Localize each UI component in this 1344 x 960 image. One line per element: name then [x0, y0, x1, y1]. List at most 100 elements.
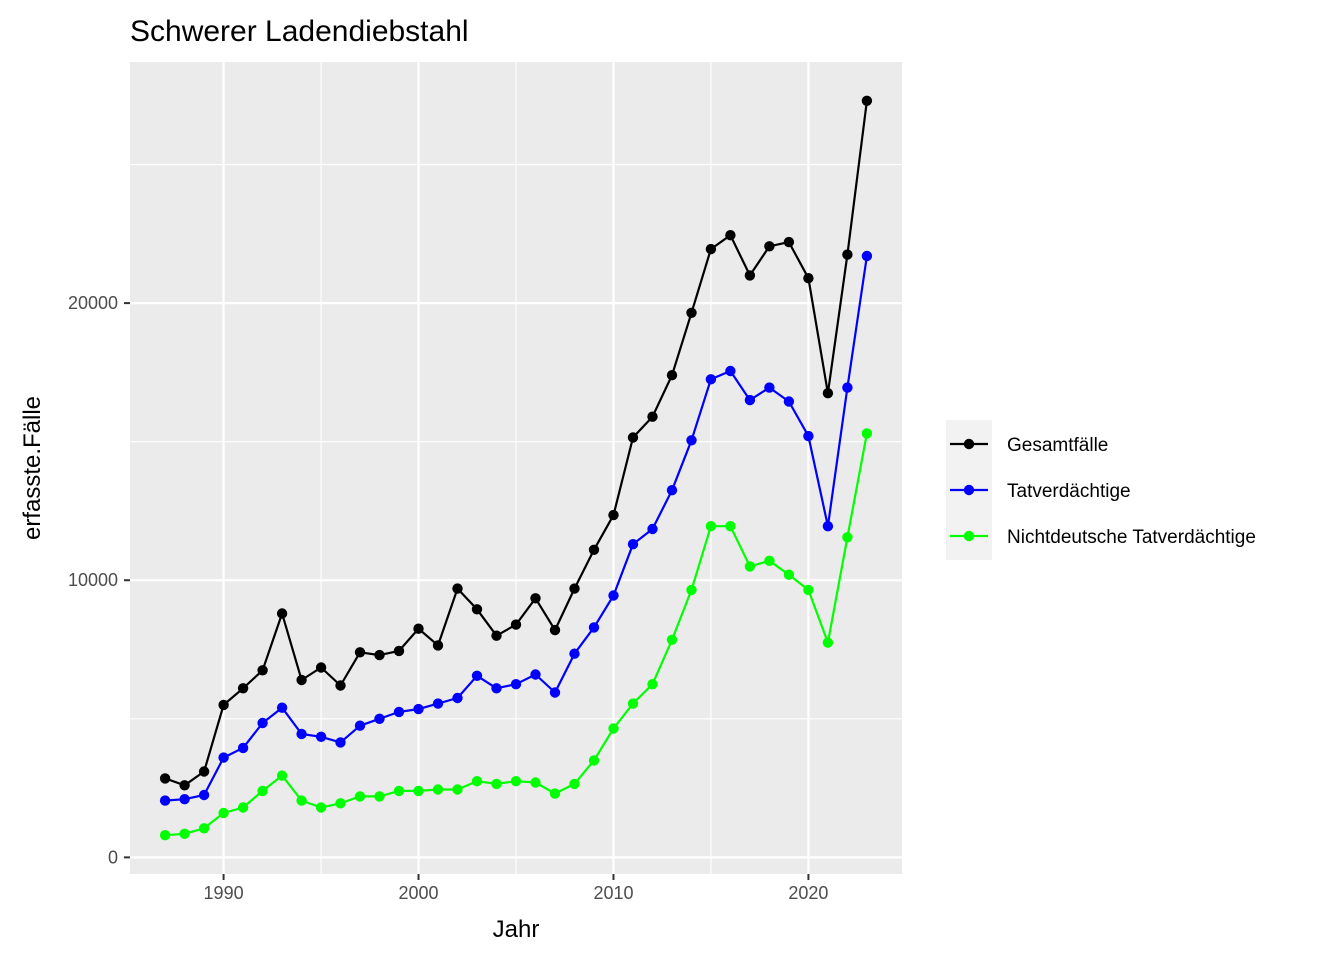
data-point-series-1 [744, 270, 756, 281]
data-point-series-2 [354, 720, 366, 731]
data-point-series-1 [705, 243, 717, 255]
y-tick-label: 0 [108, 847, 118, 867]
data-point-series-3 [569, 778, 580, 790]
data-point-series-1 [374, 649, 385, 661]
data-point-series-2 [725, 365, 736, 377]
data-point-series-3 [452, 784, 463, 795]
data-point-series-3 [354, 791, 366, 802]
legend-label: Nichtdeutsche Tatverdächtige [1007, 527, 1256, 548]
data-point-series-3 [218, 807, 229, 819]
data-point-series-2 [471, 670, 483, 681]
axis-ticks: 1990 2000 2010 2020 0 10000 20000 [68, 293, 829, 903]
data-point-series-3 [315, 802, 327, 813]
data-point-series-1 [237, 683, 249, 694]
data-point-series-3 [725, 521, 736, 532]
data-point-series-1 [296, 674, 307, 686]
data-point-series-1 [257, 665, 268, 676]
data-point-series-1 [627, 432, 639, 443]
data-point-series-3 [179, 828, 190, 839]
data-point-series-2 [608, 590, 619, 601]
data-point-series-3 [374, 791, 385, 802]
data-point-series-1 [608, 509, 619, 521]
data-point-series-1 [764, 241, 775, 252]
series-layer [159, 95, 873, 841]
chart-title: Schwerer Ladendiebstahl [130, 15, 469, 48]
data-point-series-2 [764, 382, 775, 393]
minor-gridlines [130, 62, 902, 874]
data-point-series-3 [432, 784, 444, 795]
data-point-series-2 [374, 713, 385, 724]
data-point-series-2 [705, 374, 717, 385]
data-point-series-1 [510, 619, 522, 630]
data-point-series-1 [276, 608, 288, 619]
data-point-series-1 [179, 780, 190, 791]
legend-key-point [963, 438, 975, 450]
data-point-series-1 [335, 680, 346, 691]
data-point-series-2 [510, 679, 522, 690]
data-point-series-3 [491, 778, 502, 790]
x-tick-label: 2000 [399, 883, 439, 903]
data-point-series-2 [276, 702, 288, 713]
data-point-series-2 [257, 717, 268, 729]
data-point-series-2 [452, 692, 463, 704]
x-tick-label: 2010 [593, 883, 633, 903]
data-point-series-2 [218, 752, 229, 763]
x-tick-label: 1990 [204, 883, 244, 903]
legend: Gesamtfälle Tatverdächtige Nichtdeutsche T… [946, 420, 1256, 560]
data-point-series-3 [783, 569, 795, 580]
data-point-series-1 [315, 662, 327, 673]
data-point-series-3 [471, 776, 483, 787]
data-point-series-1 [686, 307, 697, 318]
data-point-series-1 [354, 647, 366, 658]
data-point-series-3 [393, 785, 405, 797]
data-point-series-2 [569, 648, 580, 659]
data-point-series-1 [822, 388, 834, 399]
data-point-series-3 [198, 823, 210, 834]
data-point-series-1 [413, 623, 424, 634]
data-point-series-2 [198, 789, 210, 801]
data-point-series-1 [471, 604, 483, 615]
data-point-series-3 [159, 830, 171, 841]
data-point-series-1 [725, 230, 736, 241]
data-point-series-3 [842, 532, 853, 543]
data-point-series-3 [530, 777, 541, 788]
data-point-series-2 [588, 622, 600, 633]
legend-key-point [963, 530, 975, 542]
data-point-series-3 [608, 723, 619, 734]
data-point-series-1 [159, 773, 171, 784]
data-point-series-1 [647, 411, 658, 422]
data-point-series-1 [588, 544, 600, 555]
data-point-series-3 [803, 584, 814, 596]
data-point-series-1 [803, 273, 814, 284]
data-point-series-2 [666, 485, 678, 496]
data-point-series-3 [588, 755, 600, 766]
data-point-series-2 [647, 523, 658, 535]
data-point-series-1 [842, 249, 853, 260]
data-point-series-1 [549, 624, 561, 636]
data-point-series-2 [315, 731, 327, 742]
data-point-series-3 [627, 698, 639, 709]
data-point-series-1 [452, 583, 463, 594]
data-point-series-2 [335, 737, 346, 748]
data-point-series-1 [666, 370, 678, 381]
data-point-series-3 [666, 634, 678, 645]
data-point-series-3 [296, 795, 307, 806]
data-point-series-3 [861, 428, 873, 439]
data-point-series-3 [257, 785, 268, 797]
x-tick-label: 2020 [788, 883, 828, 903]
data-point-series-2 [783, 396, 795, 407]
major-gridlines [130, 62, 902, 874]
data-point-series-1 [569, 583, 580, 594]
data-point-series-3 [744, 561, 756, 572]
data-point-series-3 [276, 770, 288, 781]
data-point-series-3 [413, 785, 424, 797]
y-tick-label: 10000 [68, 570, 118, 590]
data-point-series-2 [432, 698, 444, 709]
data-point-series-2 [627, 539, 639, 550]
data-point-series-2 [179, 794, 190, 805]
data-point-series-2 [842, 382, 853, 393]
data-point-series-3 [237, 802, 249, 813]
data-point-series-2 [686, 435, 697, 446]
data-point-series-1 [861, 95, 873, 107]
